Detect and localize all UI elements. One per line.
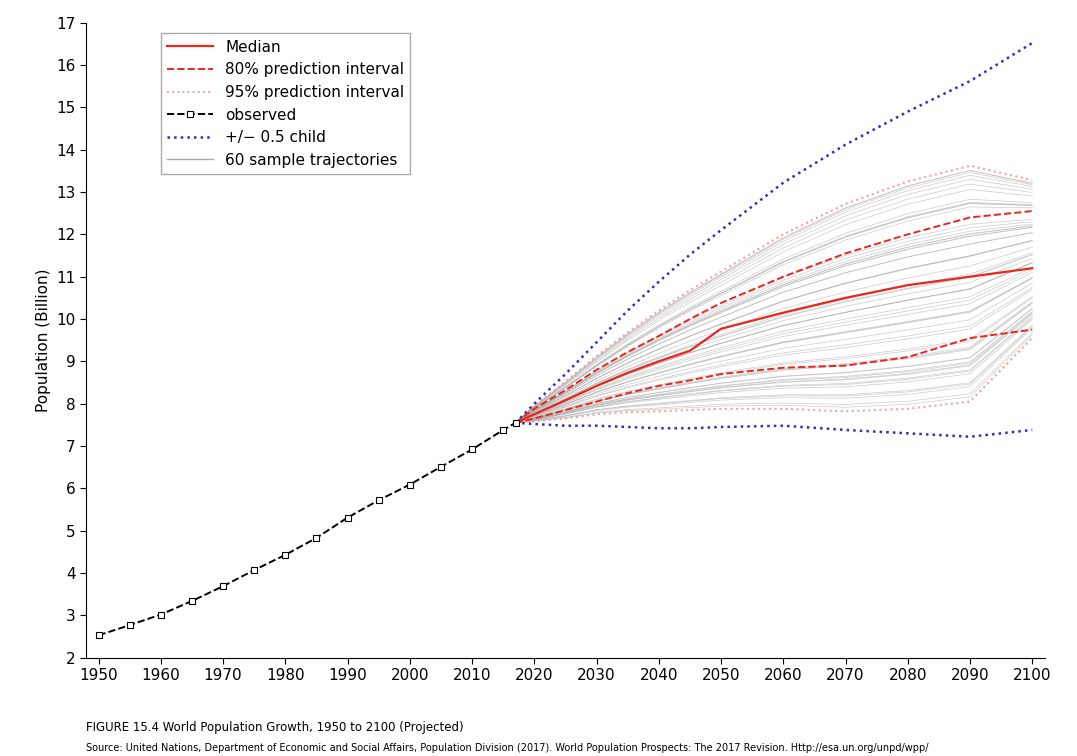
Text: FIGURE 15.4 World Population Growth, 1950 to 2100 (Projected): FIGURE 15.4 World Population Growth, 195… xyxy=(86,721,464,734)
Text: Source: United Nations, Department of Economic and Social Affairs, Population Di: Source: United Nations, Department of Ec… xyxy=(86,743,928,754)
Legend: Median, 80% prediction interval, 95% prediction interval, observed, +/− 0.5 chil: Median, 80% prediction interval, 95% pre… xyxy=(160,33,410,174)
Y-axis label: Population (Billion): Population (Billion) xyxy=(36,268,51,412)
